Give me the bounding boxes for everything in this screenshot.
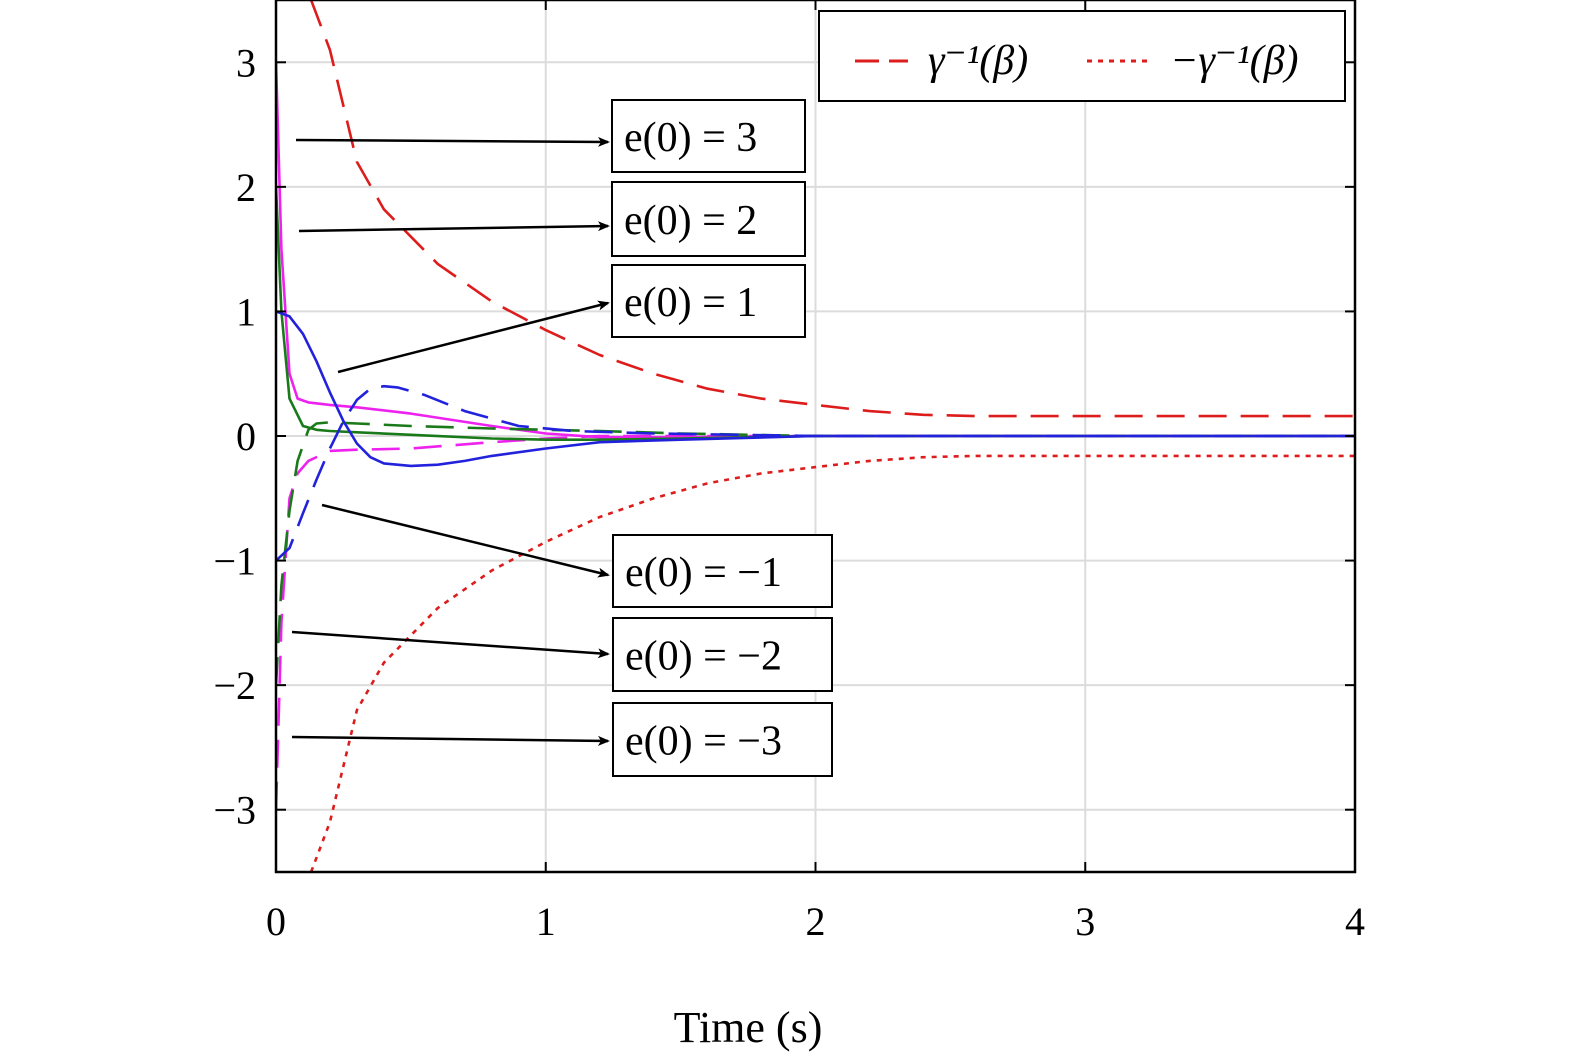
y-tick-label: 2 [236,165,256,210]
legend: γ⁻¹(β) −γ⁻¹(β) [818,10,1346,102]
annotation-label: e(0) = 3 [624,115,757,161]
x-tick-label: 2 [806,899,826,944]
x-tick-label: 4 [1345,899,1365,944]
annotation-box [611,99,806,173]
annotation-arrow [298,221,610,233]
y-tick-label: −2 [213,663,256,708]
x-tick-label: 0 [266,899,286,944]
series-line [276,434,1355,810]
annotation-label: e(0) = 1 [624,280,757,326]
annotation-box [612,534,833,608]
x-axis-title: Time (s) [674,1003,823,1052]
y-tick-label: 0 [236,414,256,459]
annotation-label: e(0) = −3 [625,719,782,765]
annotation-box [611,264,806,338]
annotation-arrow [337,300,610,374]
tick-labels: 0 1 2 3 4 −3 −2 −1 0 1 2 3 [213,40,1365,944]
annotation-box [612,702,833,777]
legend-label-2: −γ⁻¹(β) [1170,38,1299,84]
y-tick-label: 3 [236,40,256,85]
series-line [276,384,1355,562]
series-line [309,0,1355,418]
annotation-label: e(0) = −1 [625,550,782,596]
x-tick-label: 1 [536,899,556,944]
annotation-label: e(0) = 2 [624,198,757,244]
y-tick-label: 1 [236,289,256,334]
axis-ticks [275,0,1356,872]
legend-box [818,10,1346,102]
series-group [276,0,1355,872]
y-tick-label: −1 [213,539,256,584]
annotation-box [611,181,806,257]
annotation-arrows [291,136,610,746]
series-line [276,186,1355,442]
annotation-box [612,617,833,692]
legend-label-1: γ⁻¹(β) [928,38,1028,84]
annotation-arrow [291,735,610,746]
y-tick-label: −3 [213,788,256,833]
annotation-arrow [291,630,610,659]
series-line [276,310,1355,468]
series-line [309,454,1355,872]
annotation-arrow [321,503,610,578]
annotation-label: e(0) = −2 [625,634,782,680]
annotations: e(0) = 3 e(0) = 2 e(0) = 1 e(0) = −1 e(0) = … [611,99,833,777]
annotation-arrow [295,136,610,147]
x-tick-label: 3 [1075,899,1095,944]
